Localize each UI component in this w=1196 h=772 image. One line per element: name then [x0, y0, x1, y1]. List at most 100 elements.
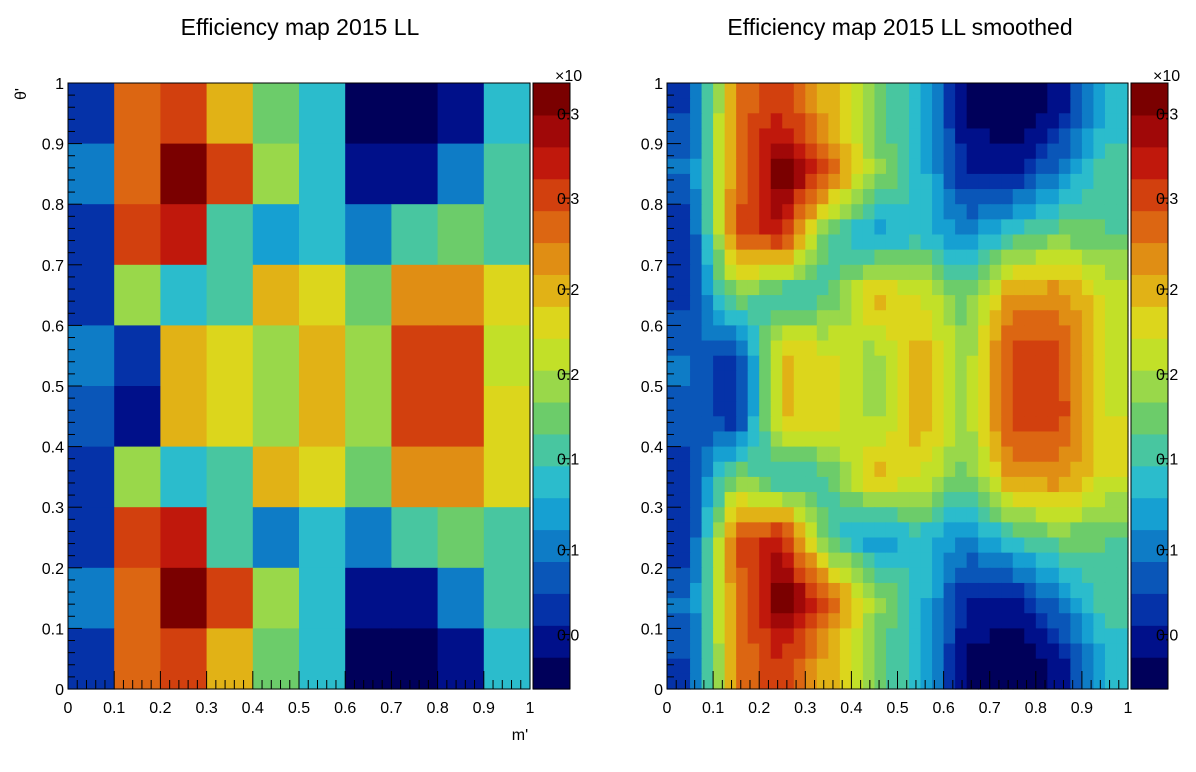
heatmap-cell — [1116, 613, 1129, 629]
heatmap-cell — [932, 295, 945, 311]
heatmap-cell — [920, 143, 933, 160]
heatmap-cell — [678, 143, 691, 160]
heatmap-cell — [839, 128, 852, 145]
heatmap-cell — [874, 476, 887, 493]
heatmap-cell — [978, 598, 991, 614]
heatmap-cell — [1116, 310, 1129, 326]
heatmap-cell — [897, 249, 910, 266]
heatmap-cell — [724, 673, 737, 690]
heatmap-cell — [989, 492, 1002, 508]
heatmap-cell — [713, 658, 726, 675]
heatmap-cell — [828, 310, 841, 326]
heatmap-cell — [862, 507, 876, 523]
colorbar-segment — [533, 625, 570, 658]
heatmap-cell — [816, 98, 829, 114]
heatmap-cell — [805, 264, 818, 281]
heatmap-cell — [678, 83, 691, 99]
heatmap-cell — [793, 340, 806, 357]
heatmap-cell — [701, 310, 714, 326]
heatmap-cell — [874, 552, 887, 569]
colorbar-segment — [533, 433, 570, 467]
heatmap-cell — [1104, 128, 1118, 145]
heatmap-cell — [391, 567, 439, 629]
heatmap-cell — [667, 401, 680, 417]
heatmap-cell — [828, 673, 841, 690]
heatmap-cell — [793, 128, 806, 145]
heatmap-cell — [1070, 370, 1083, 387]
heatmap-cell — [1081, 219, 1095, 236]
colorbar-segment — [1131, 210, 1168, 244]
heatmap-cell — [943, 279, 956, 296]
heatmap-cell — [1070, 507, 1083, 523]
heatmap-cell — [851, 673, 864, 690]
heatmap-cell — [1035, 673, 1048, 690]
heatmap-cell — [862, 204, 876, 220]
heatmap-cell — [805, 537, 818, 554]
heatmap-cell — [897, 173, 910, 190]
heatmap-cell — [724, 325, 737, 342]
heatmap-cell — [1058, 446, 1071, 463]
y-tick-label: 0 — [654, 682, 663, 699]
heatmap-cell — [667, 628, 680, 645]
heatmap-cell — [782, 279, 795, 296]
heatmap-cell — [736, 673, 749, 690]
heatmap-cell — [1012, 628, 1025, 645]
heatmap-cell — [1093, 204, 1106, 220]
heatmap-cell — [943, 401, 956, 417]
heatmap-cell — [966, 431, 979, 448]
heatmap-cell — [966, 658, 979, 675]
heatmap-cell — [816, 567, 829, 584]
heatmap-cell — [1047, 98, 1060, 114]
heatmap-cell — [1035, 522, 1048, 539]
heatmap-cell — [345, 446, 392, 508]
heatmap-cell — [897, 386, 910, 402]
heatmap-cell — [897, 204, 910, 220]
heatmap-cell — [690, 279, 703, 296]
heatmap-cell — [678, 128, 691, 145]
heatmap-cell — [966, 340, 979, 357]
heatmap-cell — [747, 492, 760, 508]
heatmap-cell — [805, 113, 818, 130]
heatmap-cell — [897, 340, 910, 357]
heatmap-cell — [437, 567, 485, 629]
heatmap-cell — [816, 264, 829, 281]
heatmap-cell — [713, 507, 726, 523]
heatmap-cell — [701, 643, 714, 660]
heatmap-cell — [747, 204, 760, 220]
heatmap-cell — [805, 143, 818, 160]
heatmap-cell — [828, 643, 841, 660]
heatmap-cell — [736, 537, 749, 554]
heatmap-cell — [747, 476, 760, 493]
heatmap-cell — [932, 386, 945, 402]
heatmap-cell — [828, 567, 841, 584]
heatmap-cell — [816, 158, 829, 175]
heatmap-cell — [724, 628, 737, 645]
heatmap-cell — [932, 582, 945, 599]
heatmap-cell — [701, 98, 714, 114]
y-tick-label: 0.4 — [641, 440, 663, 457]
heatmap-cell — [897, 401, 910, 417]
heatmap-cell — [920, 204, 933, 220]
x-tick-label: 0 — [64, 700, 73, 717]
heatmap-cell — [1035, 416, 1048, 433]
heatmap-cell — [828, 279, 841, 296]
heatmap-cell — [1070, 325, 1083, 342]
heatmap-cell — [805, 658, 818, 675]
heatmap-cell — [483, 204, 531, 266]
heatmap-cell — [943, 113, 956, 130]
heatmap-cell — [920, 567, 933, 584]
heatmap-cell — [770, 340, 783, 357]
heatmap-cell — [1024, 476, 1037, 493]
heatmap-cell — [747, 567, 760, 584]
heatmap-cell — [793, 643, 806, 660]
heatmap-cell — [1001, 537, 1014, 554]
heatmap-cell — [759, 234, 772, 251]
heatmap-cell — [1035, 446, 1048, 463]
heatmap-cell — [943, 461, 956, 478]
heatmap-cell — [736, 234, 749, 251]
heatmap-cell — [839, 173, 852, 190]
heatmap-cell — [1070, 219, 1083, 236]
heatmap-cell — [828, 552, 841, 569]
heatmap-cell — [862, 582, 876, 599]
heatmap-cell — [701, 386, 714, 402]
